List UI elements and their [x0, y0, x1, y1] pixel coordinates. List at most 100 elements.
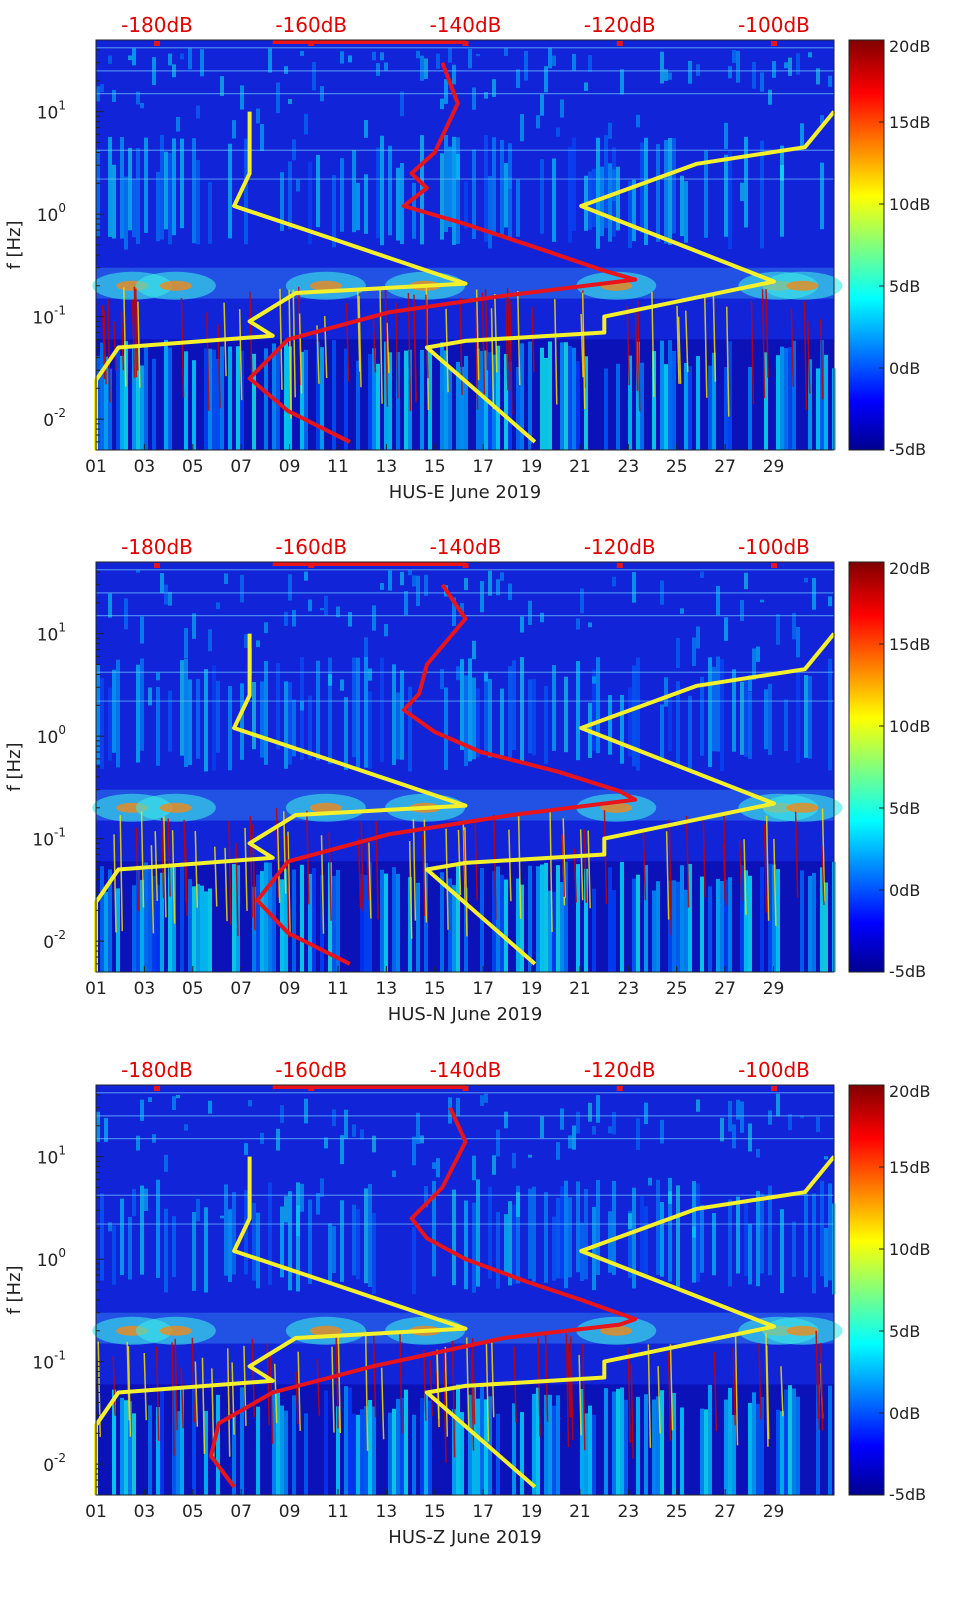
storm-streak [364, 174, 368, 234]
storm-streak [500, 139, 504, 236]
hf-speckle [296, 1205, 300, 1237]
transient-event [583, 829, 588, 903]
low-band-column [384, 341, 388, 450]
low-band-column [652, 1399, 656, 1495]
low-band-column [680, 865, 684, 972]
hf-speckle [492, 79, 496, 97]
low-band-column [284, 341, 288, 450]
storm-streak [276, 663, 280, 750]
hf-speckle [524, 50, 528, 81]
storm-streak [128, 1216, 132, 1280]
hf-speckle [188, 47, 192, 70]
hf-speckle [664, 677, 668, 707]
y-tick-mantissa: 10 [37, 728, 59, 748]
y-tick-mantissa: 10 [32, 1354, 54, 1374]
storm-streak [156, 686, 160, 766]
storm-streak [408, 686, 412, 772]
colorbar-label: 5dB [889, 277, 920, 296]
transient-event [399, 1333, 403, 1434]
low-band-column [780, 346, 784, 450]
low-band-column [264, 348, 268, 450]
top-db-tick [308, 1086, 315, 1091]
hf-speckle [788, 57, 792, 76]
hf-speckle [760, 72, 764, 92]
storm-streak [560, 1186, 564, 1279]
storm-streak [476, 1179, 480, 1287]
storm-streak [568, 1197, 572, 1278]
low-band-column [100, 342, 104, 450]
colorbar-label: 10dB [889, 1240, 931, 1259]
transient-event [295, 1371, 299, 1425]
hf-speckle [156, 672, 160, 681]
storm-streak [596, 1179, 600, 1275]
x-tick-label: 29 [763, 1502, 785, 1522]
hf-speckle [728, 66, 732, 79]
colorbar-label: 10dB [889, 717, 931, 736]
storm-streak [792, 1221, 796, 1277]
storm-streak [164, 1208, 168, 1293]
hf-speckle [552, 55, 556, 66]
hf-speckle [444, 79, 448, 104]
transient-event [180, 297, 185, 398]
low-band-column [404, 1389, 408, 1495]
hf-speckle [756, 646, 760, 662]
low-band-column [192, 886, 196, 972]
storm-streak [284, 681, 288, 769]
transient-event [475, 289, 480, 381]
storm-streak [400, 163, 404, 245]
storm-streak [544, 685, 548, 764]
x-tick-label: 03 [134, 979, 156, 999]
transient-event [364, 1331, 369, 1451]
storm-streak [484, 134, 488, 242]
hf-speckle [660, 51, 664, 84]
hf-speckle [256, 108, 260, 124]
storm-streak [364, 656, 368, 768]
hf-speckle [456, 666, 460, 681]
microseism-peak [159, 802, 192, 813]
transient-event [113, 321, 117, 371]
low-band-column [796, 1396, 800, 1495]
low-band-column [108, 869, 112, 972]
hf-speckle [540, 1116, 544, 1138]
transient-event [790, 308, 795, 387]
storm-streak [608, 163, 612, 242]
y-tick-label: 100 [37, 723, 66, 748]
transient-event [194, 1361, 199, 1427]
low-band-column [156, 1407, 160, 1495]
transient-event [107, 299, 111, 403]
hf-speckle [164, 1154, 168, 1172]
storm-streak [528, 679, 532, 754]
hf-speckle [352, 1124, 356, 1137]
hf-speckle [612, 576, 616, 587]
transient-event [183, 819, 187, 903]
storm-streak [672, 137, 676, 234]
storm-streak [356, 1209, 360, 1280]
low-band-column [716, 878, 720, 972]
storm-streak [96, 664, 100, 765]
transient-event [445, 828, 449, 930]
hf-speckle [716, 585, 720, 616]
transient-event [665, 831, 670, 920]
hf-speckle [196, 1198, 200, 1222]
storm-streak [100, 1193, 104, 1281]
y-tick-mantissa: 0 [43, 933, 54, 953]
hf-speckle [596, 1095, 600, 1123]
low-band-column [544, 862, 548, 972]
y-axis-label: f [Hz] [4, 1265, 25, 1314]
top-db-label: -180dB [121, 1058, 193, 1082]
storm-streak [676, 681, 680, 765]
low-band-column [812, 872, 816, 972]
hf-speckle [540, 612, 544, 623]
storm-streak [756, 1191, 760, 1287]
hf-speckle [284, 611, 288, 626]
low-band-column [708, 365, 712, 450]
storm-streak [140, 1185, 144, 1275]
storm-streak [744, 677, 748, 757]
storm-streak [240, 683, 244, 760]
x-tick-label: 05 [182, 979, 204, 999]
low-band-column [656, 881, 660, 972]
transient-event [651, 291, 655, 397]
transient-event [517, 815, 522, 919]
storm-streak [256, 1212, 260, 1289]
